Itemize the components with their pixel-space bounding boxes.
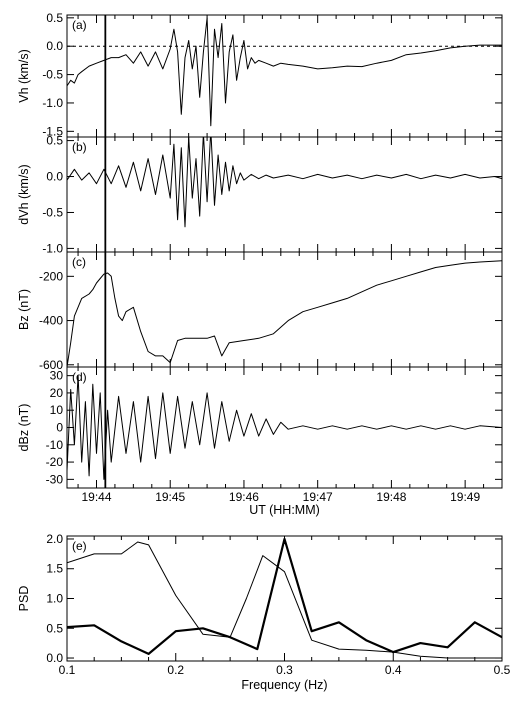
y-tick-label: 0.0 xyxy=(46,651,63,665)
panel-frame xyxy=(66,366,503,489)
y-tick-label: 0 xyxy=(56,421,63,435)
x-tick-label: 19:46 xyxy=(229,490,259,504)
y-tick-label: 1.5 xyxy=(46,562,63,576)
x-tick-label: 19:48 xyxy=(376,490,406,504)
data-series xyxy=(67,17,502,127)
x-tick-label: 0.4 xyxy=(385,663,402,677)
y-axis-label: Vh (km/s) xyxy=(17,49,31,102)
x-tick-label: 19:45 xyxy=(155,490,185,504)
y-tick-label: -10 xyxy=(46,438,64,452)
data-series-thin xyxy=(67,541,502,659)
x-tick-label: 0.3 xyxy=(276,663,293,677)
y-tick-label: 30 xyxy=(50,369,64,383)
y-tick-label: 20 xyxy=(50,386,64,400)
panel-b-dvh: 0.5 0.0 -0.5 -1.0 dVh (km/s) (b) xyxy=(17,134,503,255)
y-tick-label: 0.0 xyxy=(46,39,63,53)
y-axis-label: dVh (km/s) xyxy=(17,164,31,224)
y-tick-label: -0.5 xyxy=(42,68,63,82)
panel-frame xyxy=(66,14,503,138)
y-tick-label: -200 xyxy=(39,269,63,283)
data-series-thick xyxy=(67,537,502,656)
panel-label: (c) xyxy=(72,255,86,269)
panel-frame xyxy=(66,136,503,253)
x-tick-label: 19:47 xyxy=(303,490,333,504)
x-axis-label: Frequency (Hz) xyxy=(241,678,327,692)
y-tick-label: 10 xyxy=(50,403,64,417)
panel-e-psd: 2.0 1.5 1.0 0.5 0.00.1 0.2 0.3 0.4 0.5 Frequency … xyxy=(17,532,511,692)
x-axis-label: UT (HH:MM) xyxy=(249,503,320,517)
y-tick-label: -1.0 xyxy=(42,241,63,255)
panel-label: (d) xyxy=(72,370,87,384)
panel-a-vh: 0.5 0.0 -0.5 -1.0 -1.5 Vh (km/s) (a) xyxy=(17,11,503,138)
y-tick-label: -0.5 xyxy=(42,205,63,219)
y-tick-label: -1.0 xyxy=(42,96,63,110)
y-axis-label: dBz (nT) xyxy=(17,404,31,452)
panel-label: (a) xyxy=(72,18,87,32)
panel-label: (b) xyxy=(72,140,87,154)
panel-c-bz: -200 -400 -600 Bz (nT) (c) xyxy=(17,251,503,372)
panel-frame xyxy=(66,535,503,662)
y-tick-label: -1.5 xyxy=(42,124,63,138)
y-tick-label: -400 xyxy=(39,314,63,328)
data-series xyxy=(67,375,502,480)
y-tick-label: 2.0 xyxy=(46,532,63,546)
y-tick-label: -30 xyxy=(46,472,64,486)
x-tick-label: 19:44 xyxy=(81,490,111,504)
y-tick-label: 0.5 xyxy=(46,621,63,635)
y-tick-label: -600 xyxy=(39,358,63,372)
data-series xyxy=(67,137,502,228)
y-tick-label: 0.5 xyxy=(46,134,63,148)
x-tick-label: 0.1 xyxy=(59,663,76,677)
x-tick-label: 0.2 xyxy=(167,663,184,677)
panel-frame xyxy=(66,251,503,368)
y-tick-label: 1.0 xyxy=(46,592,63,606)
y-axis-label: PSD xyxy=(17,586,31,612)
y-axis-label: Bz (nT) xyxy=(17,289,31,330)
y-tick-label: -20 xyxy=(46,455,64,469)
y-tick-label: 0.5 xyxy=(46,11,63,25)
x-tick-label: 19:49 xyxy=(450,490,480,504)
x-tick-label: 0.5 xyxy=(494,663,511,677)
y-tick-label: 0.0 xyxy=(46,170,63,184)
data-series xyxy=(67,260,502,367)
panel-label: (e) xyxy=(72,539,87,553)
panel-d-dbz: 30 20 10 0 -10 -20 -30 19:44 19:45 19:46 19:47 19:4… xyxy=(17,366,503,517)
